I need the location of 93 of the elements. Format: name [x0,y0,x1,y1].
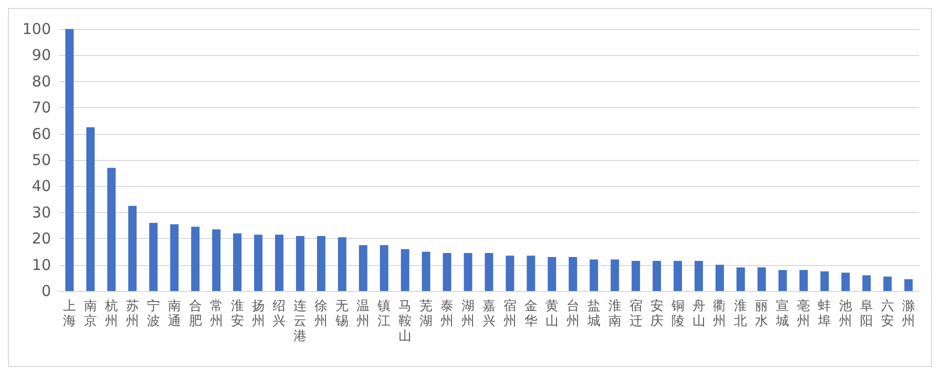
y-tick-label: 30 [32,203,51,222]
bar [590,260,598,291]
bar [862,275,871,291]
y-tick-label: 0 [41,282,51,300]
x-tick-label: 台州 [566,299,580,329]
x-tick-label: 阜阳 [860,299,874,329]
bar [65,29,74,291]
x-tick-label: 宁波 [146,298,160,329]
x-tick-label: 徐州 [314,299,328,329]
bar [170,224,179,291]
x-tick-label: 常州 [210,299,223,329]
bar [317,236,326,291]
x-tick-label: 绍兴 [272,299,286,329]
x-tick-label: 盐城 [586,299,600,329]
x-tick-label: 温州 [356,299,370,329]
x-tick-label: 苏州 [126,299,139,329]
y-tick-label: 10 [32,256,51,274]
x-tick-label: 淮北 [734,299,748,329]
x-tick-label: 淮安 [230,299,244,329]
x-tick-label: 黄山 [545,299,558,329]
bar [841,272,850,291]
bar [778,270,787,291]
x-tick-label: 嘉兴 [482,299,496,329]
bar [568,256,578,291]
bar [212,229,221,291]
x-tick-label: 衢州 [713,299,726,329]
bar [233,233,242,291]
bar [632,260,640,291]
bar [820,271,829,291]
bar [338,237,346,291]
y-tick-label: 50 [32,151,51,169]
x-tick-label: 镇江 [376,299,391,329]
x-tick-label: 杭州 [104,299,118,329]
x-tick-label: 淮南 [608,299,622,329]
x-tick-label: 舟山 [692,299,706,329]
x-tick-label: 连云港 [294,299,307,344]
bar [296,236,304,291]
bar [883,276,892,291]
bar [652,260,661,291]
x-tick-label: 安庆 [650,298,664,329]
x-tick-label: 扬州 [252,299,265,329]
x-tick-label: 亳州 [797,298,810,329]
bar [526,256,536,291]
bar [128,206,137,291]
bar [484,253,494,291]
bar [400,249,410,291]
x-tick-label: 六安 [881,299,894,329]
bar [86,127,95,291]
bar [548,256,556,291]
bar [358,245,368,291]
x-tick-label: 泰州 [440,299,454,329]
bar [757,267,766,291]
x-tick-label: 无锡 [334,299,349,329]
x-tick-label: 宿迁 [629,298,642,329]
bar [736,267,745,291]
bar [254,234,262,291]
y-tick-label: 40 [32,177,51,196]
bar [380,245,388,291]
y-tick-label: 90 [32,46,51,64]
x-tick-label: 宿州 [503,298,516,329]
y-tick-label: 60 [32,124,51,143]
x-tick-label: 湖州 [462,299,475,329]
x-tick-label: 南京 [84,299,97,329]
x-tick-label: 合肥 [188,299,202,329]
bar [674,260,682,291]
bar [716,264,724,291]
bar [442,253,452,291]
bar [610,260,620,291]
x-tick-label: 宣城 [775,298,790,329]
x-tick-label: 池州 [839,299,852,329]
x-tick-label: 滁州 [902,299,916,329]
x-tick-label: 蚌埠 [817,299,832,329]
bar [506,256,514,291]
bar [275,234,284,291]
x-tick-label: 金华 [524,299,538,329]
bar [904,279,913,291]
x-tick-label: 铜陵 [670,299,684,329]
y-tick-label: 100 [22,20,51,38]
y-tick-label: 80 [32,72,51,90]
x-tick-label: 上海 [62,299,76,329]
x-tick-label: 丽水 [755,299,768,329]
bar [799,270,808,291]
bar [191,226,200,291]
y-tick-label: 70 [32,98,51,117]
bar [149,222,158,291]
bar [694,260,703,291]
y-tick-label: 20 [32,230,51,248]
x-tick-label: 马鞍山 [398,299,412,344]
x-tick-label: 南通 [168,299,181,329]
bar [422,252,430,291]
bar [107,168,116,291]
x-tick-label: 芜湖 [420,299,433,329]
bar [464,253,472,291]
